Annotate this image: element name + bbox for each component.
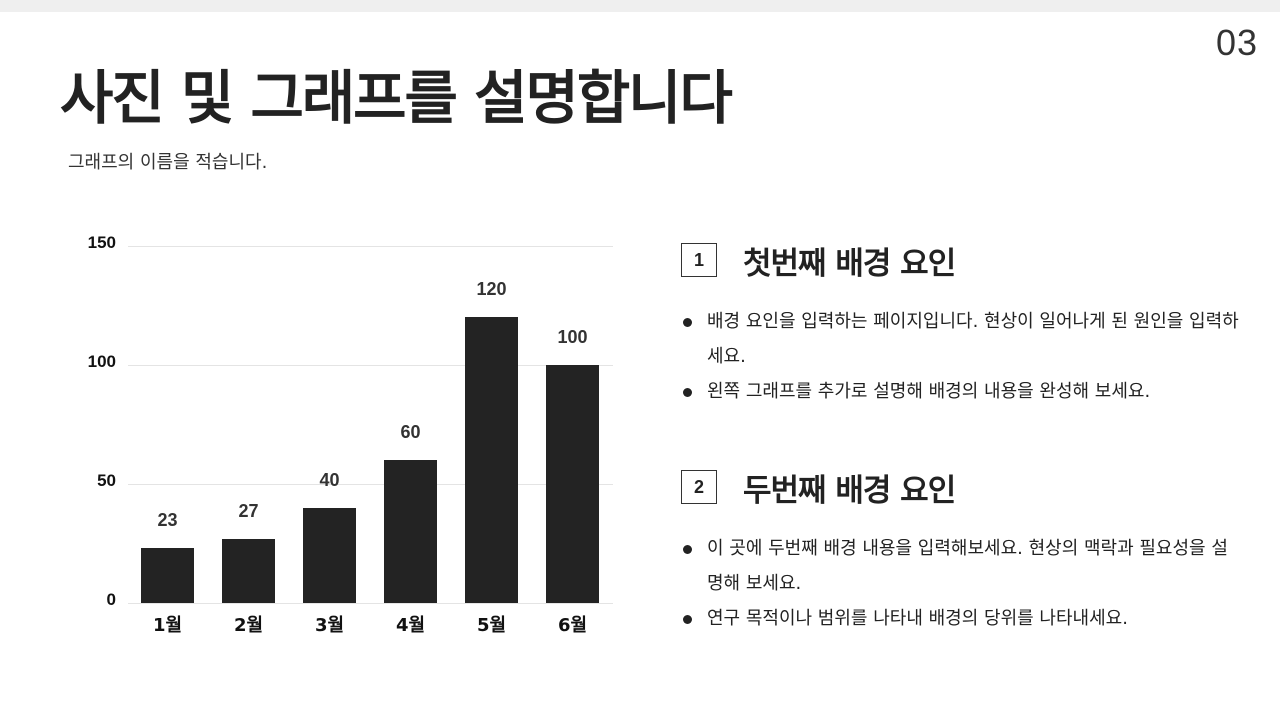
section-number-badge: 2 (681, 470, 717, 504)
list-item: 이 곳에 두번째 배경 내용을 입력해보세요. 현상의 맥락과 필요성을 설명해… (681, 531, 1241, 601)
chart-caption: 그래프의 이름을 적습니다. (68, 152, 268, 173)
page-title: 사진 및 그래프를 설명합니다 (60, 64, 733, 132)
bullet-icon (683, 615, 692, 624)
bar-value-label: 60 (400, 422, 421, 442)
x-axis-label: 1월 (152, 615, 183, 636)
x-axis-label: 3월 (314, 615, 345, 636)
bar-value-label: 27 (238, 501, 259, 521)
bullet-list: 배경 요인을 입력하는 페이지입니다. 현상이 일어나게 된 원인을 입력하세요… (681, 304, 1241, 409)
y-tick-0: 0 (106, 590, 116, 609)
x-axis-label: 5월 (476, 615, 507, 636)
section-2: 2 두번째 배경 요인 이 곳에 두번째 배경 내용을 입력해보세요. 현상의 … (681, 467, 1241, 636)
gridline-0 (128, 603, 613, 604)
bar-chart: 150 100 50 0 23 1월 27 2월 40 3월 60 4월 120 5월 100 6월 (87, 233, 613, 636)
bar-value-label: 40 (319, 470, 340, 490)
bar (222, 539, 275, 603)
section-title: 첫번째 배경 요인 (743, 245, 956, 282)
bar (303, 508, 356, 603)
bar (384, 460, 437, 603)
bar-value-label: 100 (557, 327, 588, 347)
top-bar (0, 0, 1280, 12)
y-tick-100: 100 (87, 352, 116, 371)
bar-value-label: 120 (476, 279, 507, 299)
y-tick-150: 150 (87, 233, 116, 252)
gridline-150 (128, 246, 613, 247)
bullet-list: 이 곳에 두번째 배경 내용을 입력해보세요. 현상의 맥락과 필요성을 설명해… (681, 531, 1241, 636)
y-tick-50: 50 (97, 471, 116, 490)
bar (465, 317, 518, 603)
x-axis-label: 4월 (395, 615, 426, 636)
section-1: 1 첫번째 배경 요인 배경 요인을 입력하는 페이지입니다. 현상이 일어나게… (681, 240, 1241, 409)
x-axis-label: 2월 (233, 615, 264, 636)
section-title: 두번째 배경 요인 (743, 472, 956, 509)
bar (546, 365, 599, 603)
bullet-icon (683, 388, 692, 397)
list-item: 왼쪽 그래프를 추가로 설명해 배경의 내용을 완성해 보세요. (681, 374, 1241, 409)
gridline-100 (128, 365, 613, 366)
section-number-badge: 1 (681, 243, 717, 277)
list-item: 연구 목적이나 범위를 나타내 배경의 당위를 나타내세요. (681, 601, 1241, 636)
bullet-icon (683, 318, 692, 327)
gridline-50 (128, 484, 613, 485)
bar-value-label: 23 (157, 510, 178, 530)
page-number: 03 (1215, 22, 1258, 63)
list-item: 배경 요인을 입력하는 페이지입니다. 현상이 일어나게 된 원인을 입력하세요… (681, 304, 1241, 374)
bar (141, 548, 194, 603)
bullet-icon (683, 545, 692, 554)
x-axis-label: 6월 (557, 615, 588, 636)
